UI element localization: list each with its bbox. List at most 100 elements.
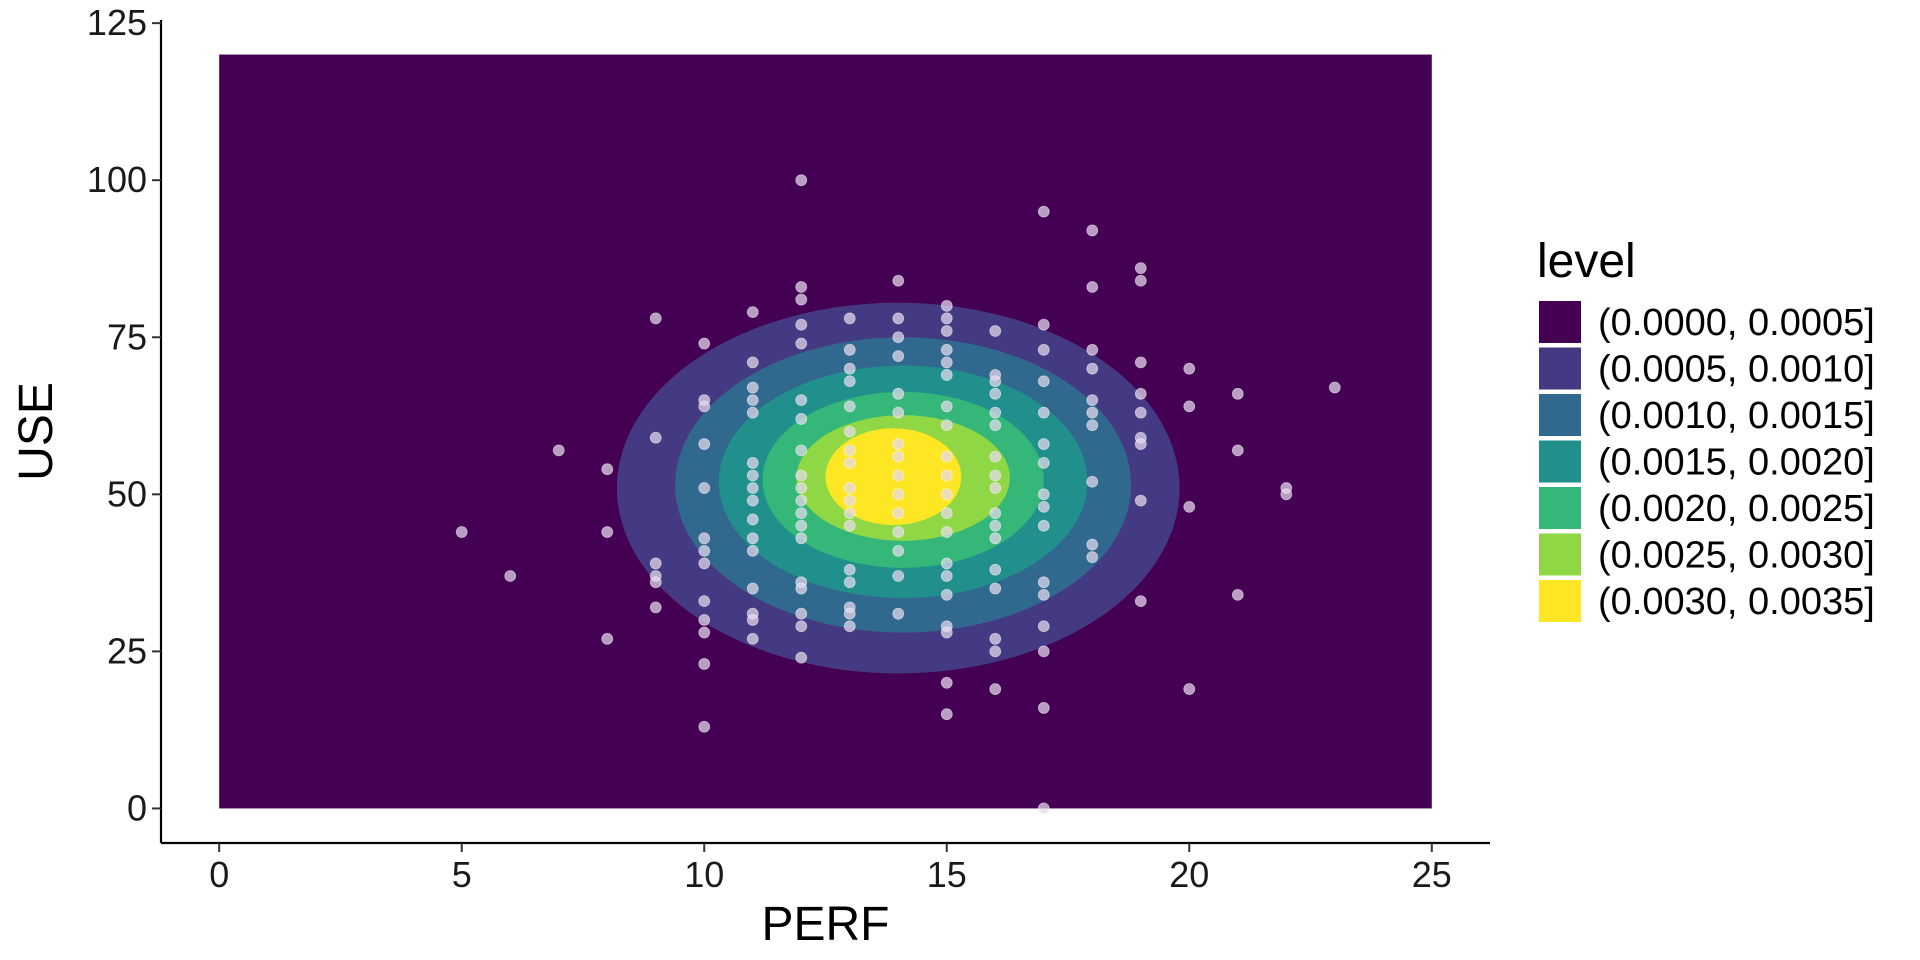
scatter-point [795, 281, 808, 293]
scatter-point [698, 482, 711, 494]
scatter-point [940, 588, 953, 601]
scatter-point [940, 369, 953, 381]
scatter-point [1037, 375, 1050, 388]
scatter-point [1231, 444, 1244, 457]
scatter-point [1231, 387, 1244, 400]
scatter-point [843, 425, 856, 438]
y-tick-label: 75 [107, 316, 147, 357]
scatter-point [940, 626, 953, 639]
scatter-point [1037, 519, 1050, 532]
scatter-point [1037, 576, 1050, 589]
scatter-point [989, 450, 1002, 463]
legend-label: (0.0020, 0.0025] [1598, 488, 1875, 530]
scatter-point [892, 526, 905, 538]
scatter-point [843, 620, 856, 633]
scatter-point [601, 526, 614, 538]
x-tick-label: 20 [1169, 854, 1209, 895]
scatter-point [892, 331, 905, 344]
scatter-point [989, 532, 1002, 545]
scatter-point [698, 626, 711, 639]
scatter-point [892, 450, 905, 463]
y-tick-label: 125 [87, 2, 147, 43]
scatter-point [1086, 224, 1099, 237]
scatter-point [795, 582, 808, 595]
scatter-point [843, 576, 856, 589]
scatter-point [746, 394, 759, 406]
legend: level (0.0000, 0.0005](0.0005, 0.0010](0… [1537, 235, 1875, 623]
scatter-point [1086, 406, 1099, 419]
scatter-point [940, 450, 953, 463]
scatter-point [1037, 406, 1050, 419]
scatter-point [940, 312, 953, 325]
x-axis-title: PERF [761, 898, 889, 951]
scatter-point [1134, 262, 1147, 275]
scatter-point [795, 394, 808, 406]
scatter-point [989, 563, 1002, 576]
scatter-point [649, 312, 662, 325]
scatter-point [795, 444, 808, 457]
scatter-point [746, 457, 759, 469]
scatter-point [1134, 387, 1147, 400]
scatter-point [795, 469, 808, 482]
scatter-points [455, 174, 1341, 815]
scatter-point [1037, 318, 1050, 331]
scatter-point [1231, 588, 1244, 601]
scatter-point [940, 488, 953, 501]
scatter-point [989, 325, 1002, 337]
scatter-point [892, 312, 905, 325]
scatter-point [795, 318, 808, 331]
scatter-point [746, 532, 759, 545]
scatter-point [746, 381, 759, 394]
scatter-point [795, 651, 808, 664]
scatter-point [698, 438, 711, 450]
scatter-point [940, 507, 953, 520]
scatter-point [649, 601, 662, 614]
scatter-point [795, 482, 808, 494]
scatter-point [698, 337, 711, 350]
scatter-point [1037, 802, 1050, 815]
scatter-point [940, 400, 953, 413]
scatter-point [1280, 488, 1293, 501]
scatter-point [843, 519, 856, 532]
scatter-point [1086, 362, 1099, 375]
y-tick-label: 0 [127, 787, 147, 828]
legend-label: (0.0005, 0.0010] [1598, 349, 1875, 391]
scatter-point [795, 607, 808, 620]
scatter-point [892, 544, 905, 557]
scatter-point [989, 683, 1002, 695]
scatter-point [989, 632, 1002, 645]
scatter-point [1037, 645, 1050, 658]
scatter-point [989, 375, 1002, 388]
scatter-point [1037, 343, 1050, 356]
scatter-point [795, 494, 808, 507]
scatter-point [1086, 551, 1099, 564]
x-tick-label: 15 [927, 854, 967, 895]
scatter-point [940, 469, 953, 482]
scatter-point [698, 614, 711, 626]
legend-items: (0.0000, 0.0005] (0.0005, 0.0010](0.0010,… [1539, 301, 1875, 623]
legend-label: (0.0015, 0.0020] [1598, 442, 1875, 484]
scatter-point [1037, 702, 1050, 714]
scatter-point [698, 720, 711, 733]
scatter-point [892, 607, 905, 620]
scatter-point [1134, 406, 1147, 419]
scatter-point [940, 526, 953, 538]
plot-area [219, 54, 1432, 815]
scatter-point [843, 444, 856, 457]
scatter-point [1134, 356, 1147, 369]
y-tick-label: 50 [107, 473, 147, 514]
scatter-point [1183, 500, 1196, 513]
y-axis-ticks: 0 25 50 75 100 125 [87, 2, 161, 828]
scatter-point [746, 513, 759, 526]
scatter-point [795, 174, 808, 187]
scatter-point [746, 614, 759, 626]
scatter-point [552, 444, 565, 457]
scatter-point [698, 658, 711, 670]
x-axis-ticks: 0 5 10 15 20 25 [209, 843, 1452, 895]
scatter-point [455, 526, 468, 538]
scatter-point [795, 337, 808, 350]
legend-key [1539, 533, 1581, 576]
y-tick-label: 100 [87, 159, 147, 200]
scatter-point [1037, 500, 1050, 513]
scatter-point [649, 557, 662, 570]
